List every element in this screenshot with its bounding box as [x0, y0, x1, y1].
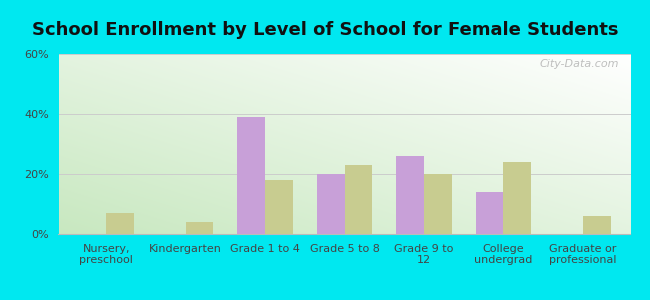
Text: City-Data.com: City-Data.com — [540, 59, 619, 69]
Bar — [503, 162, 531, 234]
Bar — [186, 222, 213, 234]
Text: School Enrollment by Level of School for Female Students: School Enrollment by Level of School for… — [32, 21, 618, 39]
Bar — [106, 213, 134, 234]
Bar — [265, 180, 293, 234]
Bar — [476, 192, 503, 234]
Bar — [424, 174, 452, 234]
Bar — [317, 174, 345, 234]
Bar — [237, 117, 265, 234]
Bar — [344, 165, 372, 234]
Bar — [583, 216, 610, 234]
Bar — [396, 156, 424, 234]
